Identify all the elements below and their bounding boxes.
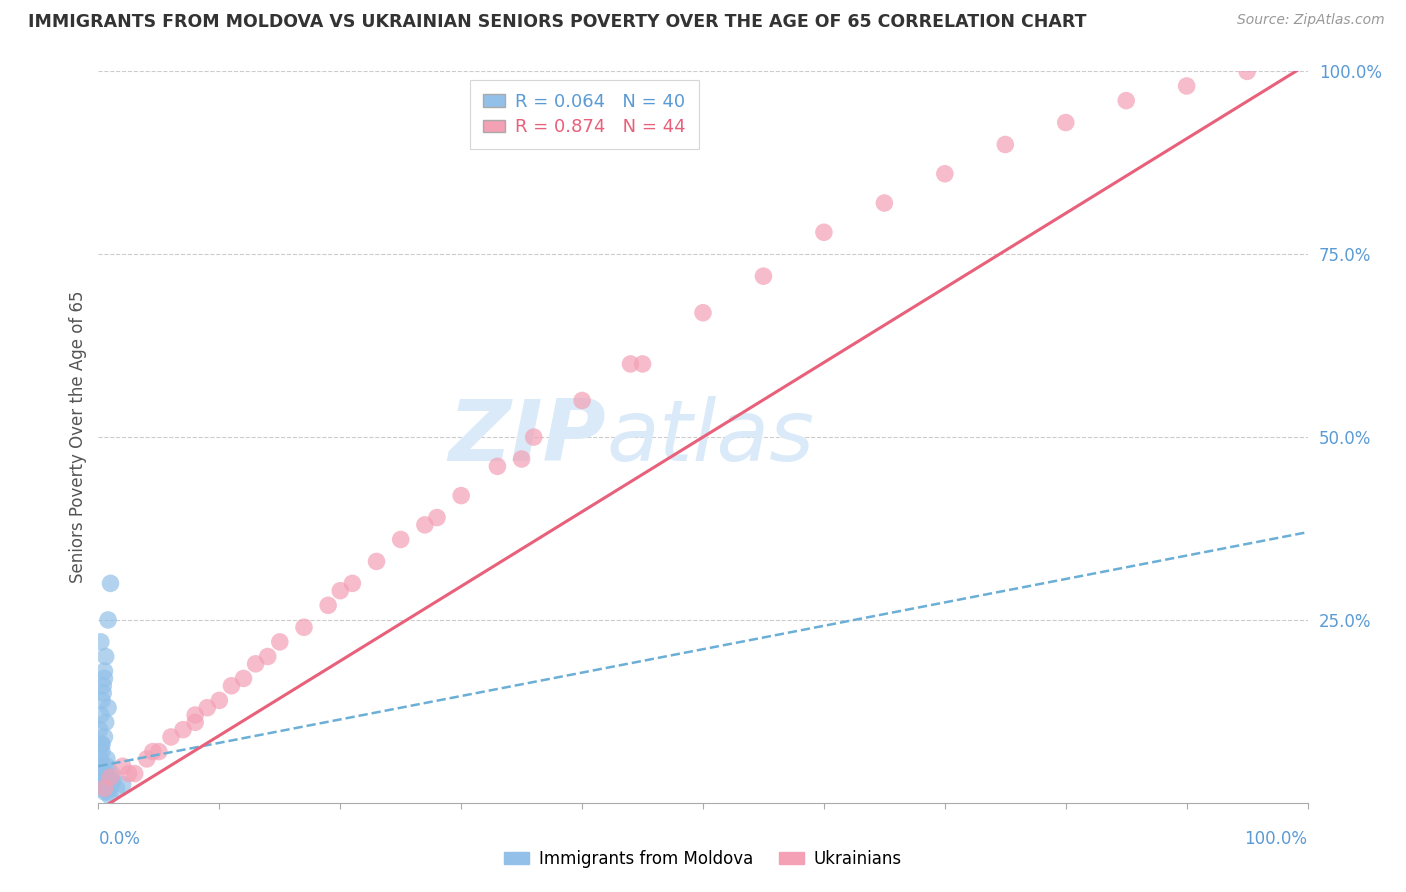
Point bbox=[450, 489, 472, 503]
Point bbox=[413, 517, 436, 532]
Point bbox=[96, 752, 118, 766]
Point bbox=[342, 576, 364, 591]
Point bbox=[111, 759, 134, 773]
Point bbox=[245, 657, 267, 671]
Point bbox=[96, 785, 118, 799]
Point bbox=[366, 554, 388, 568]
Point bbox=[91, 766, 114, 780]
Point bbox=[329, 583, 352, 598]
Point bbox=[510, 452, 533, 467]
Point bbox=[94, 770, 117, 784]
Text: IMMIGRANTS FROM MOLDOVA VS UKRAINIAN SENIORS POVERTY OVER THE AGE OF 65 CORRELAT: IMMIGRANTS FROM MOLDOVA VS UKRAINIAN SEN… bbox=[28, 13, 1087, 31]
Point bbox=[692, 306, 714, 320]
Point bbox=[124, 766, 146, 780]
Point bbox=[523, 430, 546, 444]
Point bbox=[97, 781, 120, 796]
Point bbox=[89, 752, 111, 766]
Legend: R = 0.064   N = 40, R = 0.874   N = 44: R = 0.064 N = 40, R = 0.874 N = 44 bbox=[470, 80, 699, 149]
Point bbox=[105, 781, 128, 796]
Text: 0.0%: 0.0% bbox=[98, 830, 141, 847]
Text: ZIP: ZIP bbox=[449, 395, 606, 479]
Point bbox=[101, 773, 124, 788]
Point bbox=[90, 737, 112, 751]
Point bbox=[90, 708, 112, 723]
Point bbox=[89, 781, 111, 796]
Point bbox=[98, 781, 121, 796]
Point bbox=[93, 785, 115, 799]
Point bbox=[389, 533, 412, 547]
Point bbox=[93, 664, 115, 678]
Point bbox=[94, 715, 117, 730]
Point bbox=[426, 510, 449, 524]
Point bbox=[98, 789, 121, 803]
Point bbox=[873, 196, 896, 211]
Point bbox=[619, 357, 641, 371]
Point bbox=[813, 225, 835, 239]
Point bbox=[91, 693, 114, 707]
Point bbox=[486, 459, 509, 474]
Point bbox=[93, 773, 115, 788]
Point bbox=[91, 745, 114, 759]
Point bbox=[91, 759, 114, 773]
Text: 100.0%: 100.0% bbox=[1244, 830, 1308, 847]
Text: atlas: atlas bbox=[606, 395, 814, 479]
Point bbox=[89, 723, 111, 737]
Point bbox=[1175, 78, 1198, 93]
Point bbox=[1054, 115, 1077, 129]
Point bbox=[100, 770, 122, 784]
Point bbox=[100, 766, 122, 780]
Point bbox=[1236, 64, 1258, 78]
Point bbox=[184, 715, 207, 730]
Point bbox=[631, 357, 654, 371]
Point bbox=[269, 635, 291, 649]
Point bbox=[96, 759, 118, 773]
Point bbox=[93, 730, 115, 744]
Point bbox=[94, 766, 117, 780]
Point bbox=[97, 773, 120, 788]
Point bbox=[135, 752, 157, 766]
Point bbox=[142, 745, 165, 759]
Point bbox=[160, 730, 183, 744]
Point bbox=[100, 777, 122, 792]
Point bbox=[232, 672, 254, 686]
Point bbox=[97, 613, 120, 627]
Point bbox=[934, 167, 956, 181]
Point bbox=[91, 686, 114, 700]
Point bbox=[221, 679, 243, 693]
Point bbox=[148, 745, 170, 759]
Point bbox=[208, 693, 231, 707]
Point bbox=[118, 766, 141, 780]
Point bbox=[94, 649, 117, 664]
Point bbox=[994, 137, 1017, 152]
Point bbox=[96, 781, 118, 796]
Point bbox=[195, 700, 218, 714]
Point bbox=[111, 777, 134, 792]
Point bbox=[93, 672, 115, 686]
Point bbox=[97, 700, 120, 714]
Point bbox=[292, 620, 315, 634]
Point bbox=[316, 599, 339, 613]
Point bbox=[752, 269, 775, 284]
Legend: Immigrants from Moldova, Ukrainians: Immigrants from Moldova, Ukrainians bbox=[498, 844, 908, 875]
Point bbox=[571, 393, 593, 408]
Point bbox=[91, 737, 114, 751]
Point bbox=[91, 777, 114, 792]
Y-axis label: Seniors Poverty Over the Age of 65: Seniors Poverty Over the Age of 65 bbox=[69, 291, 87, 583]
Point bbox=[172, 723, 194, 737]
Point bbox=[93, 781, 115, 796]
Point bbox=[90, 773, 112, 788]
Point bbox=[1115, 94, 1137, 108]
Text: Source: ZipAtlas.com: Source: ZipAtlas.com bbox=[1237, 13, 1385, 28]
Point bbox=[91, 679, 114, 693]
Point bbox=[256, 649, 278, 664]
Point bbox=[90, 635, 112, 649]
Point bbox=[184, 708, 207, 723]
Point bbox=[100, 576, 122, 591]
